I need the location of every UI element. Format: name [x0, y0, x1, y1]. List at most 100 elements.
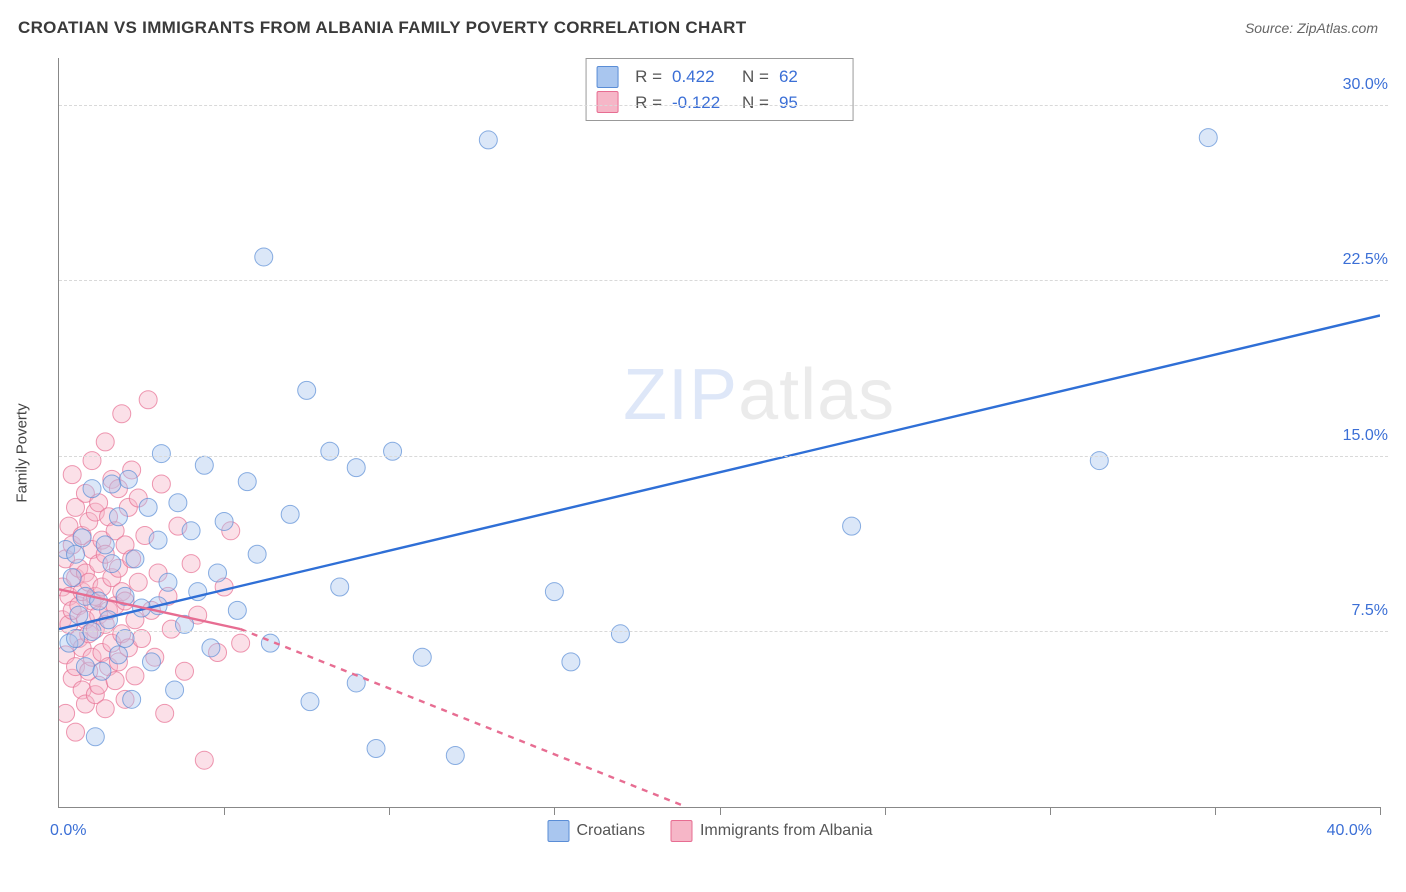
- x-tick: [1380, 807, 1381, 815]
- data-point-croatians: [139, 498, 157, 516]
- data-point-croatians: [321, 442, 339, 460]
- stat-legend: R = 0.422 N = 62 R = -0.122 N = 95: [585, 58, 854, 121]
- data-point-croatians: [109, 646, 127, 664]
- swatch-croatians: [596, 66, 618, 88]
- swatch-albania-icon: [671, 820, 693, 842]
- data-point-croatians: [413, 648, 431, 666]
- data-point-croatians: [142, 653, 160, 671]
- data-point-croatians: [479, 131, 497, 149]
- data-point-croatians: [611, 625, 629, 643]
- y-axis-label: Family Poverty: [14, 403, 31, 502]
- data-point-croatians: [86, 728, 104, 746]
- legend-item-albania: Immigrants from Albania: [671, 820, 873, 842]
- data-point-croatians: [166, 681, 184, 699]
- r-label: R =: [635, 90, 662, 116]
- x-max-label: 40.0%: [1327, 822, 1372, 840]
- y-tick-label: 22.5%: [1343, 252, 1388, 270]
- y-tick-label: 15.0%: [1343, 427, 1388, 445]
- data-point-croatians: [367, 739, 385, 757]
- n-label: N =: [742, 64, 769, 90]
- source-attribution: Source: ZipAtlas.com: [1245, 20, 1378, 36]
- data-point-croatians: [119, 470, 137, 488]
- data-point-albania: [129, 573, 147, 591]
- data-point-croatians: [96, 536, 114, 554]
- data-point-croatians: [103, 475, 121, 493]
- data-point-albania: [195, 751, 213, 769]
- n-value-croatians: 62: [779, 64, 839, 90]
- data-point-croatians: [152, 445, 170, 463]
- data-point-albania: [139, 391, 157, 409]
- source-name: ZipAtlas.com: [1297, 20, 1378, 36]
- data-point-albania: [113, 405, 131, 423]
- data-point-croatians: [301, 693, 319, 711]
- data-point-albania: [63, 466, 81, 484]
- r-value-croatians: 0.422: [672, 64, 732, 90]
- trend-line: [241, 629, 687, 807]
- data-point-croatians: [545, 583, 563, 601]
- data-point-albania: [83, 452, 101, 470]
- data-point-albania: [232, 634, 250, 652]
- data-point-croatians: [228, 601, 246, 619]
- data-point-croatians: [1199, 129, 1217, 147]
- n-label: N =: [742, 90, 769, 116]
- data-point-croatians: [281, 505, 299, 523]
- data-point-croatians: [93, 662, 111, 680]
- data-point-croatians: [149, 531, 167, 549]
- data-point-croatians: [446, 747, 464, 765]
- swatch-albania: [596, 91, 618, 113]
- data-point-croatians: [73, 529, 91, 547]
- trend-line: [59, 315, 1380, 629]
- stat-row-croatians: R = 0.422 N = 62: [596, 64, 839, 90]
- x-tick: [224, 807, 225, 815]
- data-point-croatians: [384, 442, 402, 460]
- plot-area: ZIPatlas R = 0.422 N = 62 R = -0.122 N =…: [58, 58, 1380, 808]
- data-point-croatians: [63, 569, 81, 587]
- x-tick: [1215, 807, 1216, 815]
- data-point-croatians: [169, 494, 187, 512]
- stat-row-albania: R = -0.122 N = 95: [596, 90, 839, 116]
- data-point-albania: [96, 700, 114, 718]
- data-point-croatians: [238, 473, 256, 491]
- data-point-albania: [152, 475, 170, 493]
- data-point-croatians: [255, 248, 273, 266]
- chart-title: CROATIAN VS IMMIGRANTS FROM ALBANIA FAMI…: [18, 18, 746, 38]
- x-tick: [885, 807, 886, 815]
- data-point-croatians: [562, 653, 580, 671]
- data-point-albania: [67, 723, 85, 741]
- x-min-label: 0.0%: [50, 822, 86, 840]
- data-point-croatians: [70, 606, 88, 624]
- gridline: [59, 456, 1388, 457]
- swatch-croatians-icon: [548, 820, 570, 842]
- data-point-croatians: [76, 658, 94, 676]
- data-point-croatians: [103, 555, 121, 573]
- chart-header: CROATIAN VS IMMIGRANTS FROM ALBANIA FAMI…: [0, 0, 1406, 46]
- data-point-croatians: [209, 564, 227, 582]
- chart-svg: [59, 58, 1380, 807]
- legend-label-croatians: Croatians: [577, 822, 645, 839]
- data-point-albania: [96, 433, 114, 451]
- data-point-croatians: [202, 639, 220, 657]
- gridline: [59, 280, 1388, 281]
- legend-label-albania: Immigrants from Albania: [700, 822, 873, 839]
- chart-container: Family Poverty ZIPatlas R = 0.422 N = 62…: [40, 58, 1380, 848]
- y-tick-label: 30.0%: [1343, 76, 1388, 94]
- data-point-croatians: [298, 381, 316, 399]
- data-point-croatians: [215, 512, 233, 530]
- series-legend: Croatians Immigrants from Albania: [548, 820, 873, 842]
- data-point-croatians: [159, 573, 177, 591]
- data-point-albania: [182, 555, 200, 573]
- gridline: [59, 105, 1388, 106]
- data-point-albania: [175, 662, 193, 680]
- data-point-croatians: [843, 517, 861, 535]
- x-tick: [1050, 807, 1051, 815]
- data-point-croatians: [109, 508, 127, 526]
- data-point-croatians: [347, 459, 365, 477]
- data-point-croatians: [347, 674, 365, 692]
- gridline: [59, 631, 1388, 632]
- data-point-croatians: [248, 545, 266, 563]
- x-tick: [554, 807, 555, 815]
- legend-item-croatians: Croatians: [548, 820, 645, 842]
- source-prefix: Source:: [1245, 20, 1297, 36]
- y-tick-label: 7.5%: [1352, 603, 1388, 621]
- data-point-croatians: [1090, 452, 1108, 470]
